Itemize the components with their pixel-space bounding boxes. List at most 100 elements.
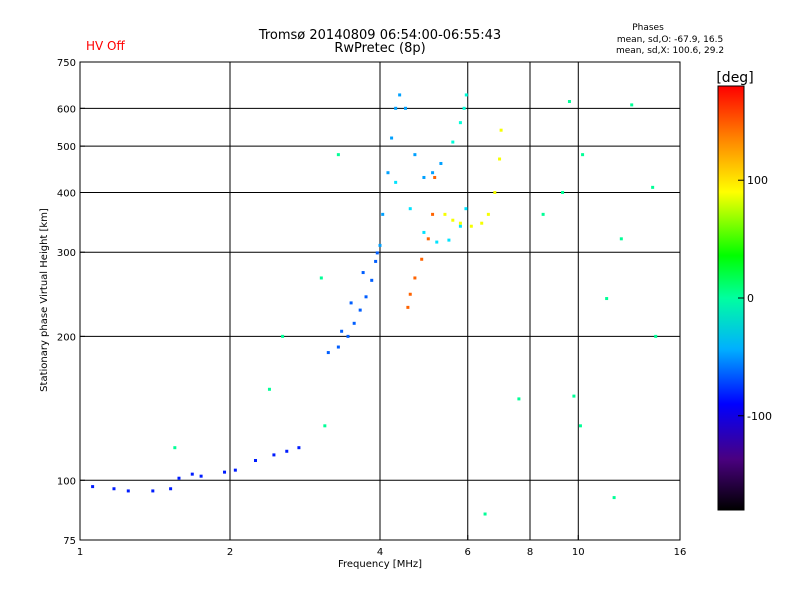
data-point <box>458 221 462 225</box>
data-point <box>498 157 502 161</box>
data-point <box>199 474 203 478</box>
data-point <box>346 334 350 338</box>
data-point <box>272 453 276 457</box>
data-point <box>253 458 257 462</box>
x-axis-label: Frequency [MHz] <box>338 559 422 570</box>
data-point <box>413 276 417 280</box>
data-point <box>319 276 323 280</box>
data-point <box>190 472 194 476</box>
data-point <box>581 153 585 157</box>
data-point <box>323 424 327 428</box>
stats-line-o: mean, sd,O: -67.9, 16.5 <box>617 35 723 45</box>
y-tick-label: 100 <box>57 476 76 487</box>
y-tick-label: 200 <box>57 332 76 343</box>
data-point <box>169 487 173 491</box>
data-point <box>431 171 435 175</box>
data-point <box>443 212 447 216</box>
x-tick-label: 6 <box>465 547 471 558</box>
data-point <box>177 476 181 480</box>
data-point <box>151 489 155 493</box>
data-point <box>408 207 412 211</box>
x-tick-label: 2 <box>227 547 233 558</box>
colorbar-tick-label: -100 <box>747 410 772 423</box>
data-point <box>426 237 430 241</box>
data-point <box>439 161 443 165</box>
data-point <box>561 190 565 194</box>
data-point <box>361 271 365 275</box>
y-tick-label: 600 <box>57 104 76 115</box>
data-point <box>375 251 379 255</box>
data-point <box>462 106 466 110</box>
data-point <box>458 121 462 125</box>
data-point <box>605 297 609 301</box>
data-point <box>630 103 634 107</box>
data-point <box>451 218 455 222</box>
status-label: HV Off <box>86 39 125 53</box>
data-point <box>285 449 289 453</box>
data-point <box>408 292 412 296</box>
data-point <box>173 446 177 450</box>
colorbar-tick-label: 100 <box>747 174 768 187</box>
data-point <box>578 424 582 428</box>
x-tick-label: 16 <box>674 547 687 558</box>
y-tick-label: 300 <box>57 248 76 259</box>
x-tick-label: 8 <box>527 547 533 558</box>
data-point <box>493 190 497 194</box>
data-point <box>340 329 344 333</box>
data-point <box>281 334 285 338</box>
data-point <box>91 485 95 489</box>
data-point <box>422 230 426 234</box>
data-point <box>464 93 468 97</box>
data-point <box>386 171 390 175</box>
data-point <box>364 295 368 299</box>
data-point <box>517 397 521 401</box>
data-point <box>572 394 576 398</box>
data-point <box>486 212 490 216</box>
data-point <box>612 496 616 500</box>
data-point <box>413 153 417 157</box>
data-point <box>381 212 385 216</box>
data-point <box>394 106 398 110</box>
data-point <box>651 185 655 189</box>
chart-title: Tromsø 20140809 06:54:00-06:55:43 <box>258 28 501 43</box>
colorbar-ticks: 100 0 -100 <box>738 174 772 423</box>
data-point <box>390 136 394 140</box>
y-tick-label: 400 <box>57 188 76 199</box>
y-axis-label: Stationary phase Virtual Height [km] <box>39 208 50 392</box>
x-tick-label: 1 <box>77 547 83 558</box>
y-tick-label: 75 <box>63 536 76 547</box>
data-point <box>336 345 340 349</box>
x-tick-label: 10 <box>572 547 585 558</box>
stats-line-x: mean, sd,X: 100.6, 29.2 <box>616 46 724 56</box>
colorbar-tick-label: 0 <box>747 292 754 305</box>
data-point <box>126 489 130 493</box>
data-point <box>378 243 382 247</box>
data-point <box>541 212 545 216</box>
data-point <box>420 257 424 261</box>
data-point <box>483 512 487 516</box>
stats-title: Phases <box>632 23 664 33</box>
y-tick-label: 750 <box>57 58 76 69</box>
grid-layer <box>80 62 680 540</box>
axis-layer: 1 2 4 6 8 10 16 75 100 200 300 400 500 600 750 <box>57 58 686 558</box>
data-point <box>352 321 356 325</box>
x-tick-label: 4 <box>377 547 383 558</box>
data-point <box>422 175 426 179</box>
data-point <box>233 468 237 472</box>
data-point <box>480 221 484 225</box>
y-tick-label: 500 <box>57 142 76 153</box>
chart-subtitle: RwPretec (8p) <box>334 41 425 56</box>
data-point <box>267 387 271 391</box>
data-point <box>433 175 437 179</box>
data-point <box>374 259 378 263</box>
data-point <box>297 446 301 450</box>
data-point <box>394 180 398 184</box>
data-point <box>447 238 451 242</box>
data-point <box>336 153 340 157</box>
data-point <box>451 140 455 144</box>
data-point <box>619 237 623 241</box>
data-points <box>91 93 658 516</box>
data-point <box>349 301 353 305</box>
colorbar-label: [deg] <box>716 70 753 86</box>
